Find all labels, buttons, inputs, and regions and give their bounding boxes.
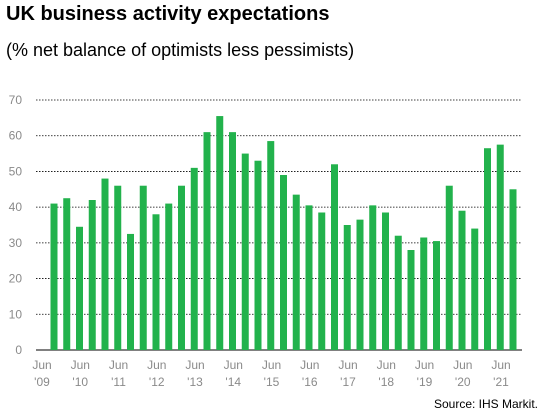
bar: [445, 185, 453, 350]
bar: [114, 185, 122, 350]
x-axis-tick-labels: Jun '09 Jun '10 Jun '11 Jun '12 Jun '13 Jun '14 Jun '…: [32, 358, 510, 389]
x-tick-label-month: Jun: [32, 358, 51, 372]
bar: [241, 153, 249, 350]
x-tick-label-year: '14: [225, 375, 241, 389]
x-tick-label-year: '13: [187, 375, 203, 389]
bar: [369, 205, 377, 350]
x-tick-label-month: Jun: [300, 358, 319, 372]
x-tick-label-month: Jun: [71, 358, 90, 372]
y-tick-label: 0: [15, 343, 22, 357]
bar: [139, 185, 147, 350]
bar: [50, 203, 58, 350]
x-tick-label-month: Jun: [415, 358, 434, 372]
bar: [178, 185, 185, 350]
chart-title: UK business activity expectations: [6, 3, 330, 25]
bars: [50, 116, 517, 350]
bar: [407, 250, 415, 350]
chart-subtitle: (% net balance of optimists less pessimi…: [6, 40, 355, 60]
bar: [305, 205, 313, 350]
x-tick-label-month: Jun: [491, 358, 510, 372]
bar: [331, 164, 338, 350]
x-tick-label-month: Jun: [453, 358, 472, 372]
x-tick-label-year: '21: [493, 375, 509, 389]
bar: [433, 241, 440, 350]
x-tick-label-month: Jun: [377, 358, 396, 372]
bar: [318, 212, 326, 350]
x-tick-label-year: '17: [340, 375, 356, 389]
bar: [509, 189, 517, 350]
x-tick-label-year: '12: [149, 375, 165, 389]
bar: [484, 148, 491, 350]
bar: [471, 228, 479, 350]
y-tick-label: 20: [9, 272, 23, 286]
y-tick-label: 40: [9, 200, 23, 214]
x-tick-label-year: '15: [264, 375, 280, 389]
bar: [101, 178, 109, 350]
x-tick-label-month: Jun: [262, 358, 281, 372]
bar: [343, 225, 351, 350]
y-tick-label: 60: [9, 129, 23, 143]
bar: [216, 116, 224, 350]
bar: [152, 214, 160, 350]
x-tick-label-month: Jun: [147, 358, 166, 372]
x-tick-label-year: '18: [378, 375, 394, 389]
bar: [292, 194, 300, 350]
bar: [420, 237, 428, 350]
x-tick-label-year: '10: [72, 375, 88, 389]
bar: [88, 200, 96, 350]
x-tick-label-year: '09: [34, 375, 50, 389]
bar: [254, 160, 262, 350]
y-tick-label: 10: [9, 307, 23, 321]
y-tick-label: 50: [9, 164, 23, 178]
bar: [76, 226, 83, 350]
bar: [165, 203, 173, 350]
y-tick-label: 30: [9, 236, 23, 250]
bar: [356, 219, 364, 350]
bar: [267, 141, 275, 350]
bar: [394, 235, 402, 350]
x-tick-label-year: '16: [302, 375, 318, 389]
bar: [280, 175, 287, 350]
bar: [190, 167, 198, 350]
bar: [63, 198, 71, 350]
bar: [127, 233, 134, 350]
bar: [203, 132, 211, 350]
x-tick-label-month: Jun: [338, 358, 357, 372]
x-tick-label-year: '20: [455, 375, 471, 389]
y-axis-tick-labels: 0 10 20 30 40 50 60 70: [9, 93, 23, 357]
x-tick-label-month: Jun: [109, 358, 128, 372]
x-tick-label-month: Jun: [224, 358, 243, 372]
bar: [458, 210, 466, 350]
bar: [382, 212, 389, 350]
x-tick-label-month: Jun: [185, 358, 204, 372]
x-tick-label-year: '19: [417, 375, 433, 389]
x-tick-label-year: '11: [111, 375, 126, 389]
bar: [496, 144, 504, 350]
bar: [229, 132, 236, 350]
source-note: Source: IHS Markit.: [433, 397, 538, 411]
y-tick-label: 70: [9, 93, 23, 107]
